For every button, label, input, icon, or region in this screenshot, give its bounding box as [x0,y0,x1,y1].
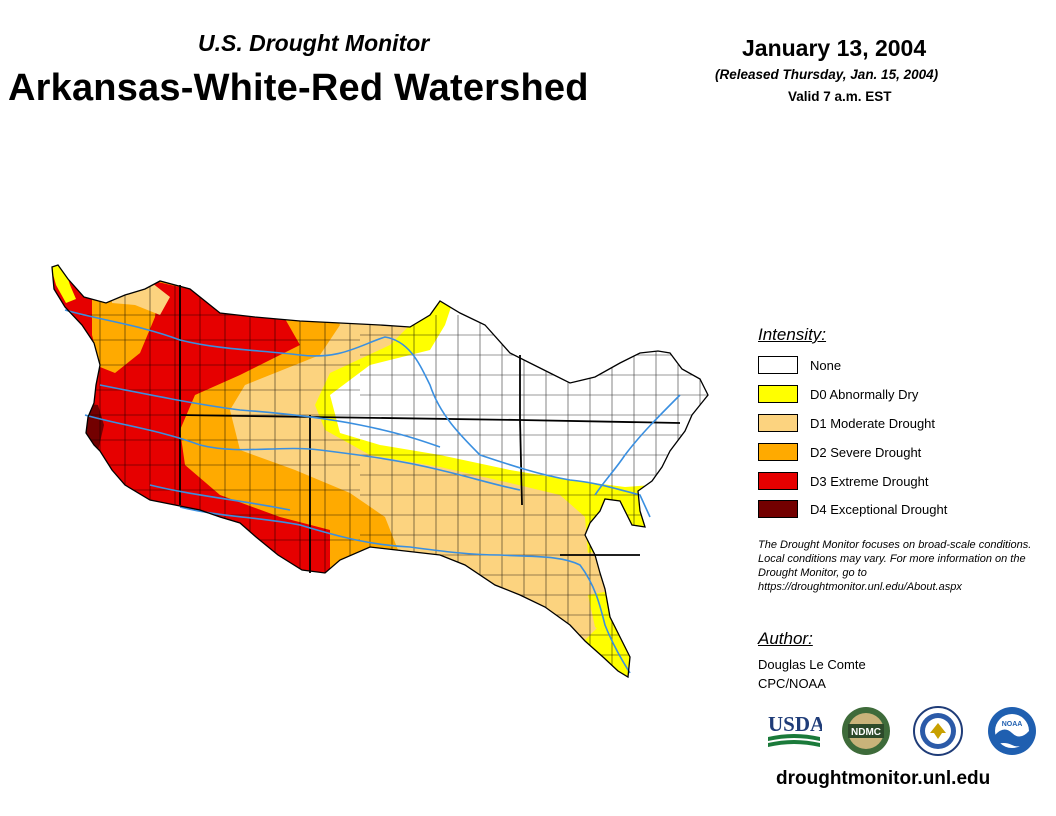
legend-swatch [758,443,798,461]
legend-label: None [810,357,842,373]
river-arkansas [64,309,651,518]
map-title: Arkansas-White-Red Watershed [8,67,589,109]
legend-item-d0: D0 Abnormally Dry [758,384,918,404]
author-name: Douglas Le Comte [758,657,866,672]
author-heading: Author: [758,629,813,648]
rivers [64,309,681,674]
legend-item-d3: D3 Extreme Drought [758,471,929,491]
ndmc-logo: NDMC [842,707,890,755]
valid-time: Valid 7 a.m. EST [788,89,892,104]
legend-swatch [758,472,798,490]
author-organization: CPC/NOAA [758,676,826,691]
legend-swatch [758,356,798,374]
river-canadian [84,414,521,491]
legend-swatch [758,385,798,403]
area-d0-patch-northwest [52,265,76,303]
usda-logo: USDA [768,712,822,747]
state-line-oklahoma-arkansas [519,419,523,506]
watershed-outline [51,264,709,679]
commerce-seal-logo [913,706,963,756]
map-subtitle: U.S. Drought Monitor [198,30,430,56]
river-cimarron [99,384,441,448]
river-white [594,394,681,496]
map-date: January 13, 2004 [742,35,927,61]
river-red [179,506,631,674]
legend-label: D1 Moderate Drought [810,415,936,431]
river-north-fork-red [149,484,291,511]
legend-item-d2: D2 Severe Drought [758,442,921,462]
state-line-kansas-oklahoma [179,414,521,421]
legend-item-d4: D4 Exceptional Drought [758,499,947,519]
usda-logo-text: USDA [768,712,822,736]
legend-title: Intensity: [758,325,827,344]
legend-item-d1: D1 Moderate Drought [758,413,935,433]
county-boundaries [80,275,708,665]
watershed-drought-map [51,264,709,679]
state-boundaries [179,285,681,573]
noaa-logo-text: NOAA [1002,721,1023,728]
noaa-logo: NOAA [988,707,1036,755]
release-date: (Released Thursday, Jan. 15, 2004) [715,67,939,82]
legend-swatch [758,500,798,518]
legend-item-none: None [758,355,841,375]
disclaimer-note: The Drought Monitor focuses on broad-sca… [758,539,1032,593]
county-grid-west [80,275,360,575]
website-url[interactable]: droughtmonitor.unl.edu [776,768,991,789]
legend-label: D2 Severe Drought [810,444,922,460]
legend-label: D0 Abnormally Dry [810,386,919,402]
legend-label: D4 Exceptional Drought [810,501,948,517]
ndmc-logo-text: NDMC [851,727,881,738]
legend-swatch [758,414,798,432]
legend-label: D3 Extreme Drought [810,473,929,489]
